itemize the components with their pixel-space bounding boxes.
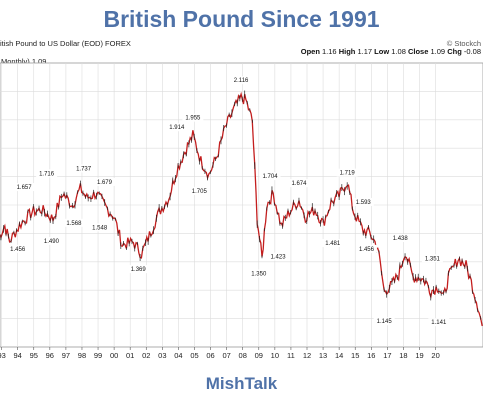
annotation-bg xyxy=(288,179,310,188)
annotation-label: 1.719 xyxy=(340,171,356,177)
x-tick-label: 93 xyxy=(0,351,6,360)
brand-watermark: © Stockch xyxy=(446,39,481,48)
x-tick-label: 99 xyxy=(94,351,102,360)
low-label: Low xyxy=(374,47,390,56)
annotation-bg xyxy=(230,76,252,85)
low-value: 1.08 xyxy=(391,47,406,56)
x-tick-label: 97 xyxy=(62,351,70,360)
footer-brand: MishTalk xyxy=(205,374,278,393)
chg-label: Chg xyxy=(447,47,462,56)
x-tick-label: 00 xyxy=(110,351,118,360)
annotation-bg xyxy=(73,164,95,173)
annotation-bg xyxy=(322,239,344,248)
annotation-label: 1.568 xyxy=(66,221,82,227)
annotation-bg xyxy=(188,186,210,195)
annotation-label: 1.481 xyxy=(325,241,341,247)
chg-value: -0.08 xyxy=(463,47,481,56)
annotation-bg xyxy=(421,254,443,263)
price-line xyxy=(0,91,483,327)
x-tick-label: 96 xyxy=(46,351,54,360)
annotation-label: 1.369 xyxy=(131,267,147,273)
annotation-bg xyxy=(352,197,374,206)
x-tick-label: 05 xyxy=(190,351,198,360)
annotation-label: 1.456 xyxy=(10,247,26,253)
annotation-bg xyxy=(248,269,270,278)
annotation-label: 1.679 xyxy=(97,180,113,186)
annotation-bg xyxy=(40,236,62,245)
annotation-label: 1.351 xyxy=(425,256,441,262)
annotation-bg xyxy=(336,168,358,177)
annotation-label: 1.593 xyxy=(356,200,372,206)
annotation-bg xyxy=(389,234,411,243)
annotation-label: 1.716 xyxy=(39,171,55,177)
x-tick-label: 19 xyxy=(415,351,423,360)
x-tick-label: 94 xyxy=(14,351,22,360)
x-tick-label: 14 xyxy=(335,351,343,360)
annotation-label: 1.423 xyxy=(271,255,287,261)
x-tick-label: 08 xyxy=(239,351,247,360)
x-tick-label: 11 xyxy=(287,351,295,360)
x-tick-label: 20 xyxy=(431,351,439,360)
annotation-label: 1.674 xyxy=(291,181,307,187)
annotation-bg xyxy=(89,223,111,232)
annotation-label: 1.704 xyxy=(263,174,279,180)
annotation-bg xyxy=(63,218,85,227)
ohlc-readout: Open 1.16 High 1.17 Low 1.08 Close 1.09 … xyxy=(301,47,481,56)
x-tick-label: 13 xyxy=(319,351,327,360)
x-tick-label: 95 xyxy=(30,351,38,360)
x-tick-label: 06 xyxy=(206,351,214,360)
close-value: 1.09 xyxy=(430,47,446,56)
x-tick-label: 02 xyxy=(142,351,150,360)
chart-title: British Pound Since 1991 xyxy=(103,6,380,32)
x-tick-label: 04 xyxy=(174,351,182,360)
annotation-label: 2.116 xyxy=(234,78,249,84)
open-value: 1.16 xyxy=(322,47,337,56)
x-tick-label: 03 xyxy=(158,351,166,360)
annotation-bg xyxy=(428,318,450,327)
high-label: High xyxy=(338,47,356,56)
x-tick-label: 07 xyxy=(222,351,230,360)
annotation-bg xyxy=(93,177,115,186)
annotation-label: 1.955 xyxy=(185,116,201,122)
x-tick-label: 09 xyxy=(255,351,263,360)
annotation-label: 1.456 xyxy=(359,247,375,253)
annotation-bg xyxy=(267,252,289,261)
annotation-bg xyxy=(13,183,35,192)
annotation-label: 1.705 xyxy=(192,189,208,195)
open-label: Open xyxy=(300,47,320,56)
annotation-bg xyxy=(7,244,29,253)
annotation-bg xyxy=(355,244,377,253)
annotation-bg xyxy=(259,172,281,181)
annotation-bg xyxy=(127,265,149,274)
x-tick-label: 15 xyxy=(351,351,359,360)
close-label: Close xyxy=(407,47,429,56)
annotation-bg xyxy=(373,317,395,326)
x-tick-label: 16 xyxy=(367,351,375,360)
x-tick-label: 01 xyxy=(126,351,134,360)
x-tick-label: 18 xyxy=(399,351,407,360)
period-label: Monthly) 1.09 xyxy=(1,57,47,66)
annotation-label: 1.438 xyxy=(393,236,409,242)
annotation-label: 1.657 xyxy=(17,185,33,191)
annotation-bg xyxy=(182,113,204,122)
x-tick-label: 10 xyxy=(271,351,279,360)
annotation-label: 1.490 xyxy=(44,239,60,245)
high-value: 1.17 xyxy=(357,47,373,56)
annotation-label: 1.737 xyxy=(76,166,92,172)
x-tick-label: 98 xyxy=(78,351,86,360)
annotation-label: 1.914 xyxy=(169,125,185,131)
x-tick-label: 12 xyxy=(303,351,311,360)
annotation-label: 1.548 xyxy=(92,225,108,231)
chart-subtitle: itish Pound to US Dollar (EOD) FOREX xyxy=(0,39,131,48)
x-tick-label: 17 xyxy=(383,351,391,360)
annotation-label: 1.141 xyxy=(431,320,447,326)
annotation-bg xyxy=(166,123,188,132)
annotation-label: 1.350 xyxy=(251,272,267,278)
annotation-bg xyxy=(36,169,58,178)
annotation-label: 1.145 xyxy=(377,319,393,325)
